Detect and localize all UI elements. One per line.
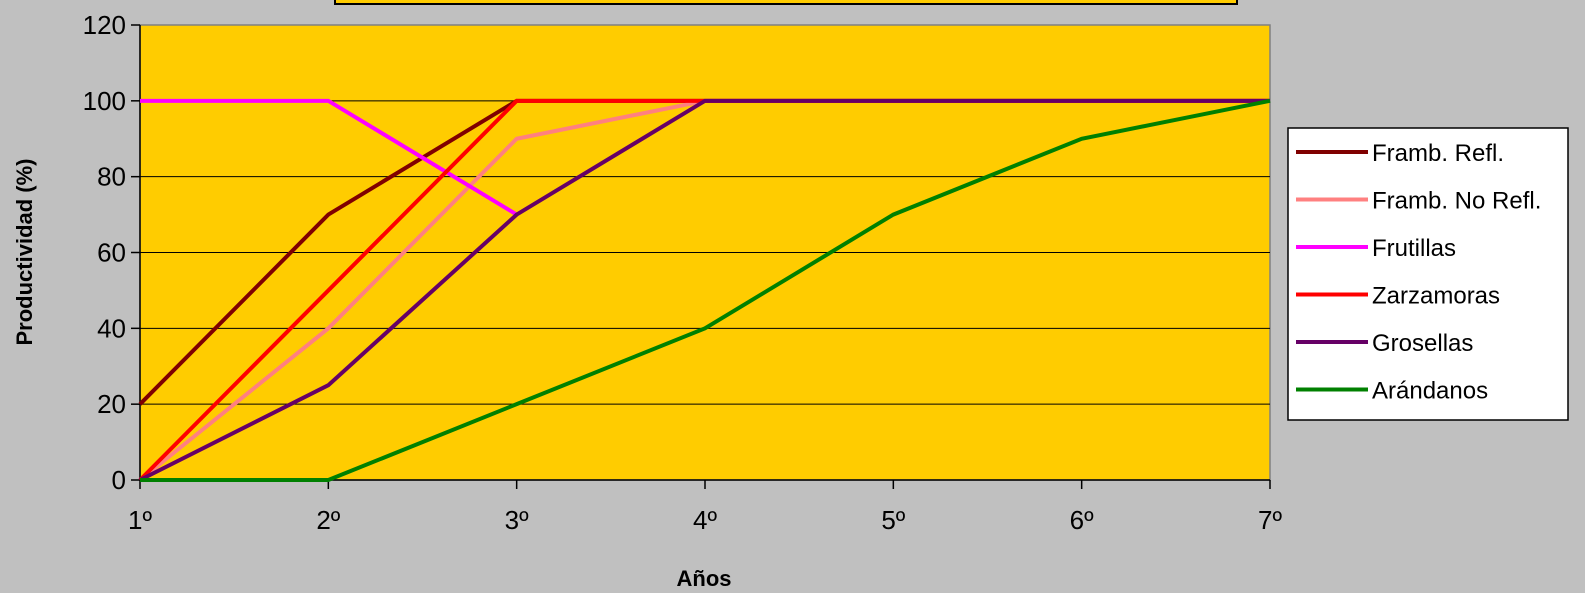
- legend-label: Framb. Refl.: [1372, 140, 1504, 167]
- legend: Framb. Refl. Framb. No Refl. Frutillas Zarz…: [1287, 127, 1569, 421]
- y-tick-label: 20: [97, 389, 126, 419]
- series-line-4: [139, 98, 1270, 482]
- series-line-5: [140, 98, 1271, 482]
- legend-label: Arándanos: [1372, 378, 1488, 405]
- y-axis-title: Productividad (%): [12, 158, 37, 345]
- legend-label: Grosellas: [1372, 330, 1473, 357]
- series-line-2: [140, 98, 518, 217]
- y-tick-label: 40: [97, 313, 126, 343]
- legend-label: Frutillas: [1372, 235, 1456, 262]
- y-tick-label: 60: [97, 238, 126, 268]
- y-axis: 0 20 40 60 80 100 120: [83, 10, 141, 495]
- y-tick-label: 100: [83, 86, 126, 116]
- y-tick-label: 120: [83, 10, 126, 40]
- y-tick-label: 80: [97, 162, 126, 192]
- title-band: [334, 0, 1238, 5]
- x-tick-label: 7º: [1258, 505, 1282, 535]
- legend-box: [1287, 127, 1569, 421]
- x-tick-label: 2º: [316, 505, 340, 535]
- x-tick-label: 3º: [505, 505, 529, 535]
- x-tick-label: 4º: [693, 505, 717, 535]
- series-lines: [138, 98, 1271, 482]
- x-tick-label: 5º: [881, 505, 905, 535]
- legend-label: Zarzamoras: [1372, 283, 1500, 310]
- legend-label: Framb. No Refl.: [1372, 188, 1541, 215]
- x-tick-label: 6º: [1070, 505, 1094, 535]
- x-axis: 1º 2º 3º 4º 5º 6º 7º: [128, 479, 1282, 535]
- x-axis-title: Años: [677, 566, 732, 591]
- x-tick-label: 1º: [128, 505, 152, 535]
- y-tick-label: 0: [112, 465, 126, 495]
